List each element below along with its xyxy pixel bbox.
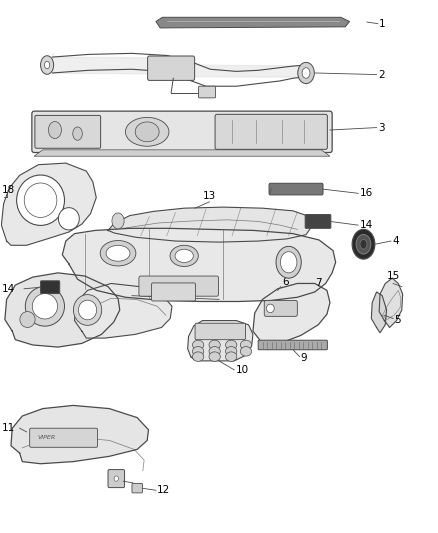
Ellipse shape xyxy=(192,340,204,350)
Polygon shape xyxy=(187,320,253,361)
Ellipse shape xyxy=(17,175,64,225)
Polygon shape xyxy=(34,150,330,156)
FancyBboxPatch shape xyxy=(215,114,327,149)
Ellipse shape xyxy=(360,239,367,249)
Ellipse shape xyxy=(73,127,82,140)
Ellipse shape xyxy=(240,346,252,356)
Ellipse shape xyxy=(302,68,310,78)
Ellipse shape xyxy=(170,245,198,266)
Ellipse shape xyxy=(266,304,274,313)
Polygon shape xyxy=(379,278,403,327)
Text: 2: 2 xyxy=(378,70,385,79)
Ellipse shape xyxy=(48,122,61,139)
FancyBboxPatch shape xyxy=(195,323,246,340)
Text: 9: 9 xyxy=(301,353,307,362)
Ellipse shape xyxy=(209,346,220,356)
Polygon shape xyxy=(371,292,387,333)
Polygon shape xyxy=(74,284,172,338)
Text: 6: 6 xyxy=(282,277,289,287)
Ellipse shape xyxy=(356,235,371,254)
Polygon shape xyxy=(11,406,148,464)
Ellipse shape xyxy=(226,340,237,350)
Ellipse shape xyxy=(226,352,237,361)
Text: 15: 15 xyxy=(386,271,400,281)
Ellipse shape xyxy=(58,208,79,230)
Ellipse shape xyxy=(298,62,314,84)
Text: 4: 4 xyxy=(392,236,399,246)
Polygon shape xyxy=(1,163,96,245)
Text: 10: 10 xyxy=(236,365,249,375)
Ellipse shape xyxy=(226,346,237,356)
Ellipse shape xyxy=(25,286,64,326)
Ellipse shape xyxy=(24,183,57,217)
Text: 5: 5 xyxy=(394,314,401,325)
Text: 3: 3 xyxy=(378,123,385,133)
Ellipse shape xyxy=(192,352,204,361)
Ellipse shape xyxy=(352,229,375,259)
FancyBboxPatch shape xyxy=(264,301,297,317)
FancyBboxPatch shape xyxy=(30,428,98,447)
Text: 14: 14 xyxy=(1,284,14,294)
FancyBboxPatch shape xyxy=(35,115,101,148)
Ellipse shape xyxy=(100,240,136,266)
Text: VIPER: VIPER xyxy=(37,435,55,440)
Ellipse shape xyxy=(125,117,169,146)
Text: 11: 11 xyxy=(1,423,14,433)
Text: 7: 7 xyxy=(315,278,321,288)
Ellipse shape xyxy=(112,213,124,229)
Ellipse shape xyxy=(106,245,130,261)
FancyBboxPatch shape xyxy=(148,56,194,80)
Ellipse shape xyxy=(41,56,53,74)
Polygon shape xyxy=(253,284,330,346)
Ellipse shape xyxy=(20,312,35,327)
Text: 16: 16 xyxy=(360,188,373,198)
Ellipse shape xyxy=(209,340,220,350)
Ellipse shape xyxy=(78,300,97,320)
Ellipse shape xyxy=(276,246,301,278)
Polygon shape xyxy=(156,17,350,28)
Text: 13: 13 xyxy=(203,191,216,201)
FancyBboxPatch shape xyxy=(198,86,215,98)
FancyBboxPatch shape xyxy=(269,183,323,195)
FancyBboxPatch shape xyxy=(41,281,60,294)
FancyBboxPatch shape xyxy=(305,215,331,228)
Polygon shape xyxy=(5,273,120,347)
Text: 1: 1 xyxy=(379,19,386,29)
FancyBboxPatch shape xyxy=(132,483,142,493)
Text: 18: 18 xyxy=(1,184,14,195)
Polygon shape xyxy=(108,207,313,242)
Ellipse shape xyxy=(114,476,118,481)
Ellipse shape xyxy=(74,295,102,325)
Ellipse shape xyxy=(240,340,252,350)
FancyBboxPatch shape xyxy=(108,470,124,488)
Ellipse shape xyxy=(32,294,57,319)
FancyBboxPatch shape xyxy=(32,111,332,152)
Ellipse shape xyxy=(135,122,159,142)
Ellipse shape xyxy=(209,352,220,361)
Ellipse shape xyxy=(45,61,49,69)
FancyBboxPatch shape xyxy=(139,276,219,296)
FancyBboxPatch shape xyxy=(152,283,195,301)
Text: 12: 12 xyxy=(157,485,170,495)
Polygon shape xyxy=(62,228,336,302)
FancyBboxPatch shape xyxy=(258,340,327,350)
Text: 14: 14 xyxy=(360,220,373,230)
Ellipse shape xyxy=(280,252,297,273)
Ellipse shape xyxy=(192,346,204,356)
Ellipse shape xyxy=(175,249,193,263)
